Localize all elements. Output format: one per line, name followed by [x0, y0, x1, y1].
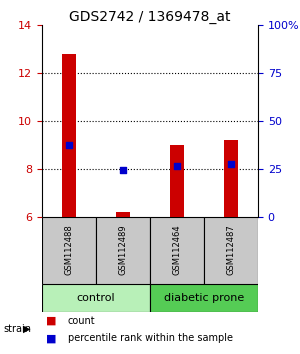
Bar [150, 284, 258, 313]
Bar [170, 145, 184, 217]
Point [121, 167, 125, 173]
Bar [116, 212, 130, 217]
Bar [224, 140, 238, 217]
Point [175, 163, 179, 169]
Text: percentile rank within the sample: percentile rank within the sample [68, 333, 233, 343]
Bar [150, 217, 204, 284]
Point [229, 161, 233, 167]
Text: GSM112487: GSM112487 [226, 225, 236, 275]
Text: ■: ■ [46, 333, 57, 343]
Bar [96, 217, 150, 284]
Text: control: control [77, 293, 115, 303]
Text: ■: ■ [46, 316, 57, 326]
Bar [204, 217, 258, 284]
Text: ▶: ▶ [22, 324, 30, 333]
Text: GSM112464: GSM112464 [172, 225, 182, 275]
Text: diabetic prone: diabetic prone [164, 293, 244, 303]
Title: GDS2742 / 1369478_at: GDS2742 / 1369478_at [69, 10, 231, 24]
Text: strain: strain [3, 324, 31, 333]
Text: GSM112489: GSM112489 [118, 225, 127, 275]
Text: GSM112488: GSM112488 [64, 225, 74, 275]
Bar [42, 217, 96, 284]
Point [67, 142, 71, 148]
Bar [42, 284, 150, 313]
Bar [62, 53, 76, 217]
Text: count: count [68, 316, 95, 326]
